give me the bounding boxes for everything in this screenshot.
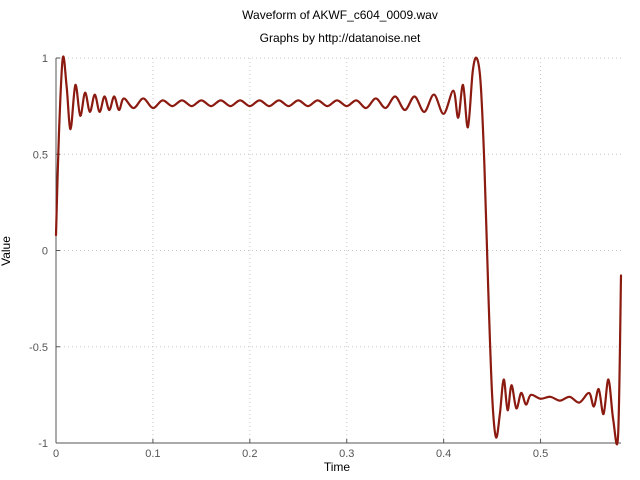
- waveform-series-line: [54, 55, 623, 446]
- y-axis-label: Value: [0, 236, 13, 266]
- x-tick-label: 0.2: [242, 448, 257, 460]
- x-tick-label: 0.5: [533, 448, 548, 460]
- y-tick-label: -1: [38, 438, 48, 450]
- y-tick-label: 0.5: [33, 149, 48, 161]
- chart-subtitle: Graphs by http://datanoise.net: [260, 31, 421, 45]
- series-group: [54, 55, 623, 446]
- y-tick-label: 1: [42, 53, 48, 65]
- tick-labels: 0 0.1 0.2 0.3 0.4 0.5 1 0.5 0 -0.5 -1: [29, 53, 548, 460]
- y-tick-label: -0.5: [29, 342, 48, 354]
- x-tick-label: 0: [53, 448, 59, 460]
- x-tick-label: 0.4: [436, 448, 451, 460]
- grid: [55, 57, 621, 444]
- chart-title: Waveform of AKWF_c604_0009.wav: [242, 8, 438, 22]
- x-tick-label: 0.3: [339, 448, 354, 460]
- x-tick-label: 0.1: [145, 448, 160, 460]
- x-axis-label: Time: [324, 460, 351, 474]
- y-tick-label: 0: [42, 246, 48, 258]
